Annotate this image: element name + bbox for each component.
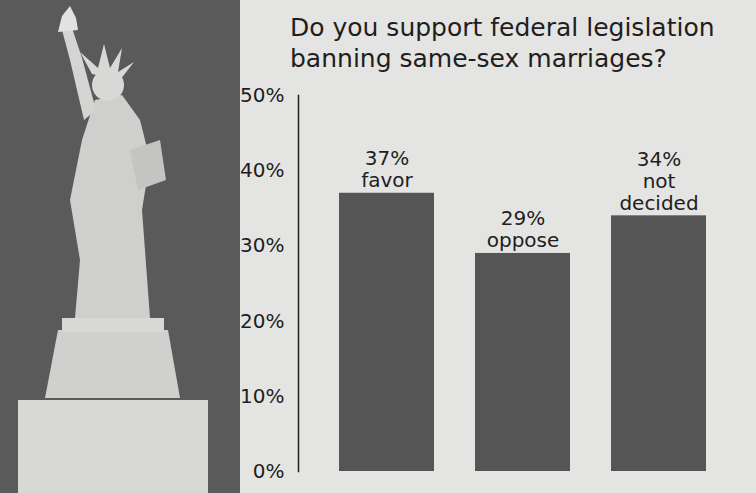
svg-text:30%: 30% [240,233,284,257]
svg-text:37%favor: 37%favor [361,146,413,192]
svg-text:0%: 0% [253,458,285,482]
svg-text:29%oppose: 29%oppose [487,206,560,252]
svg-text:10%: 10% [240,383,284,407]
svg-text:20%: 20% [240,308,284,332]
svg-text:34%notdecided: 34%notdecided [619,146,698,214]
svg-text:50%: 50% [240,82,284,106]
svg-text:40%: 40% [240,158,284,182]
html-text:Do you support federal legisla: Do you support federal legislation banni… [290,13,715,74]
